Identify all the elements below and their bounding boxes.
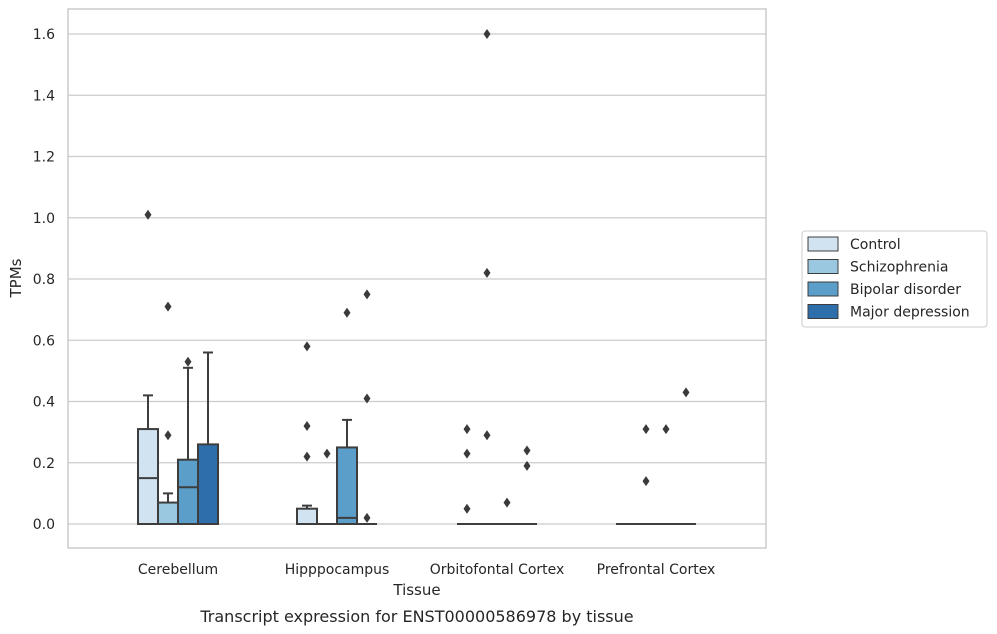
outlier-point bbox=[642, 476, 650, 487]
box-control bbox=[137, 394, 159, 525]
outlier-point bbox=[303, 421, 311, 431]
outlier-point bbox=[363, 393, 371, 404]
outlier-point bbox=[323, 448, 331, 459]
y-tick-label: 0.0 bbox=[33, 517, 55, 533]
box-body bbox=[197, 443, 219, 525]
outlier-point bbox=[662, 424, 670, 435]
box-bipolar-disorder bbox=[336, 418, 358, 525]
outlier-point bbox=[642, 424, 650, 435]
outlier-point bbox=[463, 424, 471, 435]
box-body bbox=[296, 507, 318, 525]
outlier-point bbox=[164, 301, 172, 312]
box-schizophrenia bbox=[157, 492, 179, 525]
x-tick-label: Prefrontal Cortex bbox=[597, 562, 716, 578]
outlier-point bbox=[144, 209, 152, 220]
outlier-point bbox=[184, 356, 192, 367]
box-bipolar-disorder bbox=[177, 366, 199, 525]
y-tick-label: 0.6 bbox=[33, 333, 55, 349]
legend-label: Major depression bbox=[850, 305, 970, 321]
gridlines bbox=[68, 33, 766, 525]
outlier-point bbox=[523, 460, 531, 471]
legend-swatch bbox=[807, 281, 839, 297]
plot-frame bbox=[67, 8, 767, 549]
x-axis-label: Tissue bbox=[392, 581, 440, 599]
outlier-point bbox=[463, 448, 471, 459]
legend-swatch bbox=[807, 236, 839, 252]
outlier-point bbox=[363, 289, 371, 300]
outlier-point bbox=[164, 430, 172, 441]
box-body bbox=[177, 458, 199, 525]
outlier-point bbox=[503, 497, 511, 508]
x-tick-label: Orbitofontal Cortex bbox=[430, 562, 565, 578]
x-tick-label: Cerebellum bbox=[138, 562, 218, 578]
boxes-layer bbox=[137, 351, 696, 525]
outlier-point bbox=[303, 451, 311, 462]
outlier-point bbox=[483, 267, 491, 278]
y-tick-label: 0.8 bbox=[33, 272, 55, 288]
legend-label: Schizophrenia bbox=[850, 260, 948, 276]
outliers-layer bbox=[144, 29, 690, 523]
x-tick-label: Hipppocampus bbox=[285, 562, 390, 578]
legend-frame bbox=[801, 230, 988, 328]
chart-caption: Transcript expression for ENST0000058697… bbox=[199, 607, 633, 626]
box-control bbox=[296, 504, 318, 525]
outlier-point bbox=[483, 430, 491, 441]
y-tick-label: 0.2 bbox=[33, 456, 55, 472]
legend-swatch bbox=[807, 259, 839, 274]
box-major-depression bbox=[197, 351, 219, 525]
outlier-point bbox=[463, 503, 471, 514]
outlier-point bbox=[523, 445, 531, 456]
outlier-point bbox=[682, 387, 690, 398]
legend-swatch bbox=[807, 304, 839, 319]
y-tick-labels: 0.0 0.2 0.4 0.6 0.8 1.0 1.2 1.4 1.6 bbox=[33, 27, 55, 533]
outlier-point bbox=[343, 307, 351, 318]
x-tick-labels: Cerebellum Hipppocampus Orbitofontal Corte… bbox=[138, 562, 715, 578]
legend: Control Schizophrenia Bipolar disorder Majo… bbox=[801, 230, 988, 328]
y-tick-label: 1.0 bbox=[33, 211, 55, 227]
y-tick-label: 1.4 bbox=[33, 88, 55, 104]
y-tick-label: 0.4 bbox=[33, 395, 55, 411]
box-body bbox=[157, 501, 179, 525]
legend-label: Control bbox=[850, 237, 901, 253]
outlier-point bbox=[303, 341, 311, 352]
legend-label: Bipolar disorder bbox=[850, 282, 961, 298]
outlier-point bbox=[363, 512, 371, 523]
box-body bbox=[336, 446, 358, 525]
box-body bbox=[137, 428, 159, 525]
y-tick-label: 1.6 bbox=[33, 27, 55, 43]
y-axis-label: TPMs bbox=[7, 258, 25, 298]
outlier-point bbox=[483, 29, 491, 39]
y-tick-label: 1.2 bbox=[33, 150, 55, 166]
